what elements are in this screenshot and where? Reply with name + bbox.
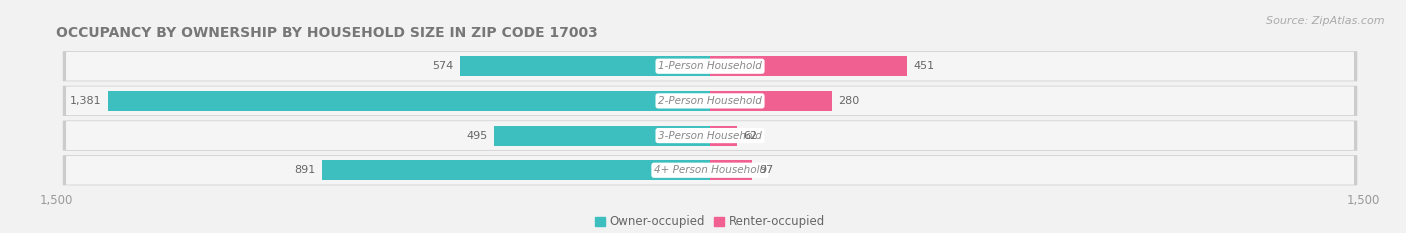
FancyBboxPatch shape: [63, 86, 1357, 116]
Text: Source: ZipAtlas.com: Source: ZipAtlas.com: [1267, 16, 1385, 26]
Text: 2-Person Household: 2-Person Household: [658, 96, 762, 106]
Bar: [710, 56, 907, 76]
FancyBboxPatch shape: [63, 155, 1357, 185]
FancyBboxPatch shape: [66, 121, 1354, 150]
Text: 495: 495: [467, 130, 488, 140]
FancyBboxPatch shape: [66, 86, 1354, 115]
Text: 451: 451: [912, 61, 934, 71]
Text: 62: 62: [744, 130, 758, 140]
FancyBboxPatch shape: [66, 156, 1354, 185]
Text: 574: 574: [432, 61, 453, 71]
Bar: [108, 91, 710, 111]
FancyBboxPatch shape: [66, 52, 1354, 81]
Text: OCCUPANCY BY OWNERSHIP BY HOUSEHOLD SIZE IN ZIP CODE 17003: OCCUPANCY BY OWNERSHIP BY HOUSEHOLD SIZE…: [56, 26, 598, 40]
Bar: [460, 56, 710, 76]
Legend: Owner-occupied, Renter-occupied: Owner-occupied, Renter-occupied: [591, 210, 830, 233]
FancyBboxPatch shape: [63, 51, 1357, 81]
Bar: [710, 91, 832, 111]
FancyBboxPatch shape: [63, 120, 1357, 151]
Bar: [710, 160, 752, 180]
Bar: [495, 126, 710, 146]
Bar: [322, 160, 710, 180]
Text: 1-Person Household: 1-Person Household: [658, 61, 762, 71]
Text: 280: 280: [838, 96, 860, 106]
Text: 891: 891: [294, 165, 315, 175]
Text: 1,381: 1,381: [70, 96, 101, 106]
Text: 97: 97: [759, 165, 773, 175]
Text: 3-Person Household: 3-Person Household: [658, 130, 762, 140]
Text: 4+ Person Household: 4+ Person Household: [654, 165, 766, 175]
Bar: [710, 126, 737, 146]
